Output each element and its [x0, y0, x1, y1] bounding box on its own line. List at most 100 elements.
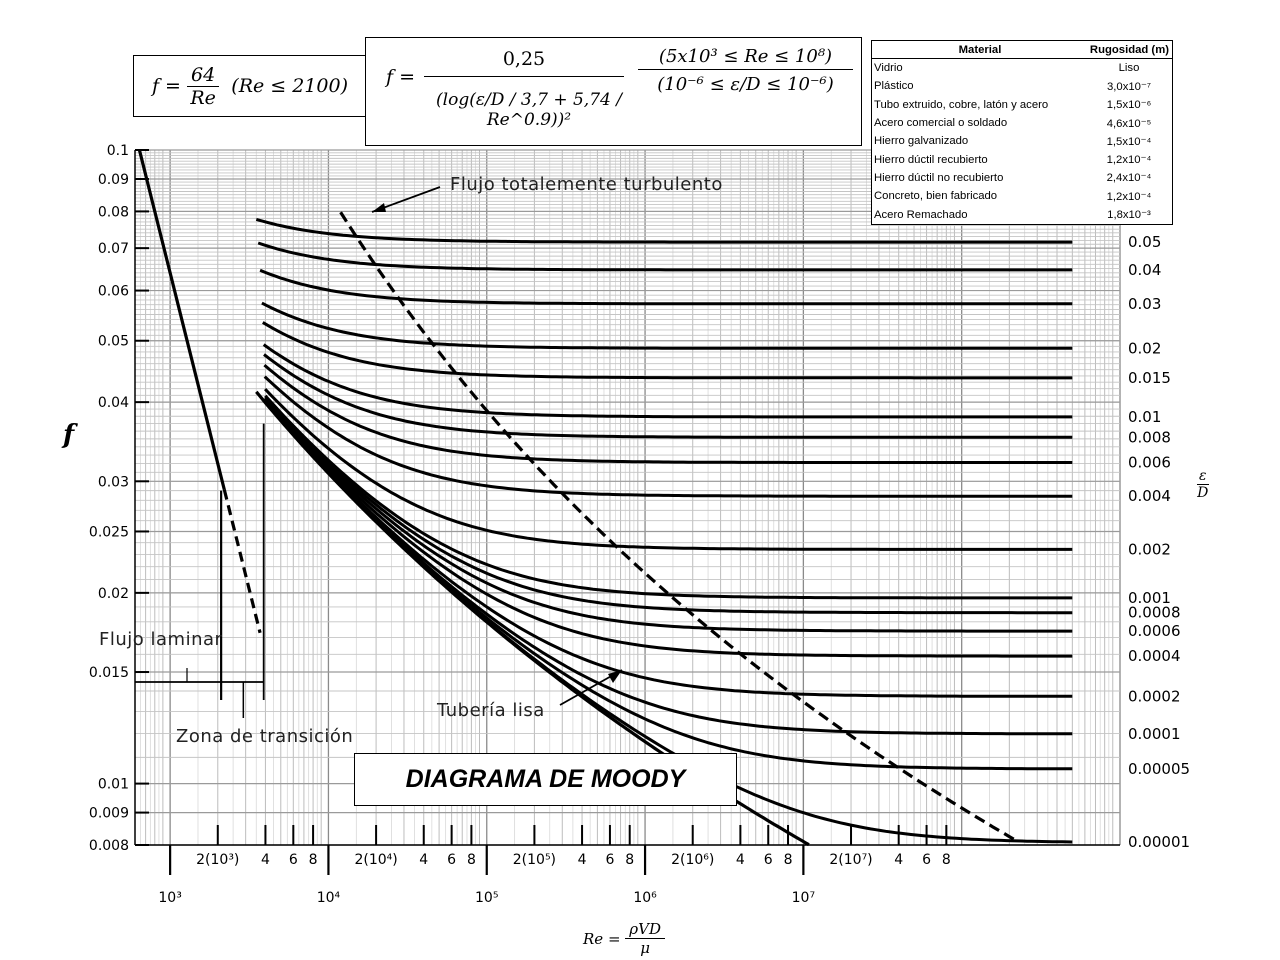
laminar-formula-lhs: f =	[151, 75, 181, 97]
material-cell: Hierro dúctil no recubierto	[874, 171, 1004, 184]
y-tick-label: 0.1	[107, 143, 129, 159]
roughness-curve	[263, 363, 1073, 464]
roughness-label: 0.008	[1128, 428, 1171, 446]
roughness-label: 0.006	[1128, 454, 1171, 472]
roughness-cell: 1,2x10⁻⁴	[1106, 190, 1152, 203]
x-major-tick-label: 10⁶	[633, 890, 657, 906]
y-tick-label: 0.08	[98, 204, 129, 220]
x-minor-tick-label: 2(10⁷)	[829, 852, 872, 868]
turbulent-arrowhead	[372, 203, 386, 212]
roughness-label: 0.0008	[1128, 604, 1181, 622]
x-minor-tick-label: 2(10⁵)	[513, 852, 556, 868]
roughness-label: 0.015	[1128, 369, 1171, 387]
relative-roughness-label: ε D	[1197, 468, 1209, 501]
y-tick-label: 0.09	[98, 172, 129, 188]
roughness-label: 0.0004	[1128, 647, 1181, 665]
roughness-cell: Liso	[1118, 62, 1140, 75]
y-tick-label: 0.025	[89, 524, 129, 540]
roughness-curve	[264, 396, 1073, 615]
roughness-curve	[262, 343, 1073, 419]
x-label-num: ρVD	[625, 920, 665, 939]
x-minor-tick-label: 6	[289, 852, 298, 868]
turbulent-formula: f = 0,25 (log(ε/D / 3,7 + 5,74 / Re^0.9)…	[365, 37, 862, 146]
y-tick-label: 0.03	[98, 474, 129, 490]
x-minor-tick-label: 4	[261, 852, 270, 868]
y-tick-label: 0.05	[98, 334, 129, 350]
ed-denominator: D	[1197, 485, 1209, 501]
roughness-cell: 1,8x10⁻³	[1107, 209, 1151, 222]
x-minor-tick-label: 8	[467, 852, 476, 868]
roughness-curve	[264, 397, 1073, 633]
y-tick-label: 0.04	[98, 395, 129, 411]
turbulent-formula-lhs: f =	[386, 66, 415, 88]
roughness-cell: 2,4x10⁻⁴	[1106, 172, 1152, 185]
roughness-cell: 3,0x10⁻⁷	[1107, 80, 1151, 93]
roughness-curve	[263, 353, 1073, 439]
special-lines	[135, 149, 1018, 847]
roughness-cell: 1,2x10⁻⁴	[1106, 154, 1152, 167]
chart-grid	[134, 149, 1121, 846]
roughness-label: 0.03	[1128, 295, 1161, 313]
x-minor-tick-label: 6	[764, 852, 773, 868]
table-row: Plástico 3,0x10⁻⁷	[872, 77, 1172, 95]
y-tick-label: 0.009	[89, 806, 129, 822]
turbulent-cond-1: (5x10³ ≤ Re ≤ 10⁸)	[638, 46, 853, 70]
roughness-curve	[259, 268, 1073, 306]
laminar-line	[137, 149, 226, 491]
fully-turbulent-label: Flujo totalemente turbulento	[450, 174, 723, 195]
roughness-curve	[264, 388, 1073, 551]
x-major-tick-label: 10⁵	[475, 890, 498, 906]
roughness-curve	[264, 400, 1073, 698]
material-cell: Acero comercial o soldado	[874, 117, 1008, 130]
roughness-label: 0.0006	[1128, 622, 1181, 640]
fully-turbulent-boundary	[339, 211, 1018, 843]
roughness-cell: 4,6x10⁻⁵	[1106, 117, 1152, 130]
material-cell: Concreto, bien fabricado	[874, 190, 998, 203]
roughness-labels: 0.05 0.04 0.03 0.02 0.015 0.01 0.008 0.006 0.004…	[1128, 233, 1190, 851]
y-tick-label: 0.07	[98, 241, 129, 257]
roughness-label: 0.05	[1128, 233, 1161, 251]
x-minor-tick-label: 8	[942, 852, 951, 868]
tick-labels: 0.1 0.09 0.08 0.07 0.06 0.05 0.04 0.03 0.025 0.02…	[89, 143, 951, 906]
table-row: Hierro dúctil no recubierto 2,4x10⁻⁴	[872, 169, 1172, 187]
y-tick-label: 0.06	[98, 284, 129, 300]
roughness-label: 0.002	[1128, 540, 1171, 558]
laminar-num: 64	[187, 64, 220, 87]
x-minor-tick-label: 2(10⁴)	[354, 852, 397, 868]
roughness-label: 0.001	[1128, 589, 1171, 607]
smooth-pipe-label: Tubería lisa	[436, 700, 545, 721]
annotations: Flujo totalemente turbulento Flujo lamin…	[99, 174, 723, 747]
x-minor-tick-label: 2(10³)	[196, 852, 239, 868]
x-minor-tick-label: 8	[625, 852, 634, 868]
laminar-condition: (Re ≤ 2100)	[231, 75, 349, 97]
x-minor-tick-label: 4	[894, 852, 903, 868]
laminar-formula: f = 64 Re (Re ≤ 2100)	[133, 55, 367, 117]
x-major-tick-label: 10⁷	[792, 890, 815, 906]
x-minor-tick-label: 4	[419, 852, 428, 868]
chart-title: DIAGRAMA DE MOODY	[354, 753, 737, 806]
roughness-label: 0.02	[1128, 339, 1161, 357]
roughness-curves	[255, 217, 1073, 844]
roughness-label: 0.01	[1128, 408, 1161, 426]
roughness-label: 0.04	[1128, 261, 1161, 279]
roughness-curve	[264, 394, 1073, 600]
smooth-arrowhead	[608, 670, 622, 683]
header-material: Material	[958, 43, 1002, 56]
roughness-label: 0.0002	[1128, 687, 1181, 705]
x-minor-tick-label: 8	[784, 852, 793, 868]
roughness-curve	[263, 375, 1073, 498]
table-row: Vidrio Liso	[872, 59, 1172, 77]
y-tick-label: 0.015	[89, 665, 129, 681]
x-minor-tick-label: 8	[309, 852, 318, 868]
x-minor-tick-label: 6	[922, 852, 931, 868]
x-major-tick-label: 10⁴	[317, 890, 341, 906]
table-row: Acero comercial o soldado 4,6x10⁻⁵	[872, 114, 1172, 132]
y-tick-label: 0.008	[89, 838, 129, 854]
turbulent-cond-2: (10⁻⁶ ≤ ε/D ≤ 10⁻⁶)	[657, 74, 834, 95]
x-minor-tick-label: 4	[578, 852, 587, 868]
chart-axes	[134, 150, 1120, 846]
material-cell: Tubo extruido, cobre, latón y acero	[874, 98, 1049, 111]
x-minor-tick-label: 6	[605, 852, 614, 868]
material-cell: Acero Remachado	[874, 208, 968, 221]
